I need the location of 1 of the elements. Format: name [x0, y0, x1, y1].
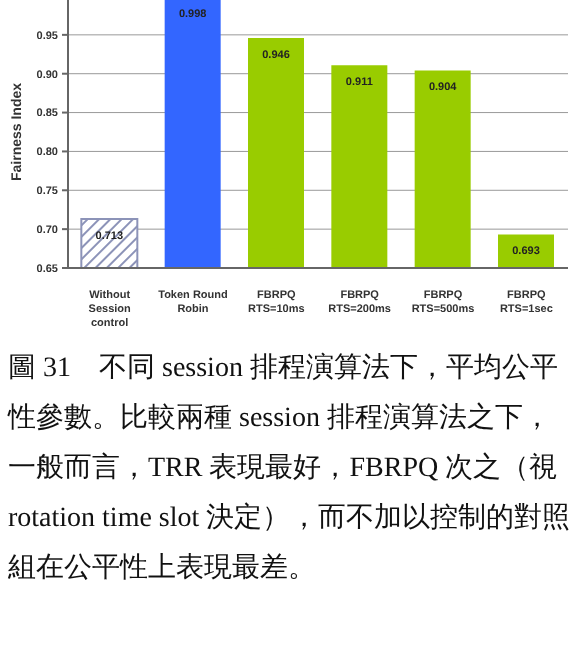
caption: 圖 31 不同 session 排程演算法下，平均公平性參數。比較兩種 session 排程演算法之下，一般而言，TRR 表現最好，FBRPQ 次之（視 rotation time slot 決定），而不加以控制的對照組在公平性上表現最差。	[8, 350, 572, 588]
